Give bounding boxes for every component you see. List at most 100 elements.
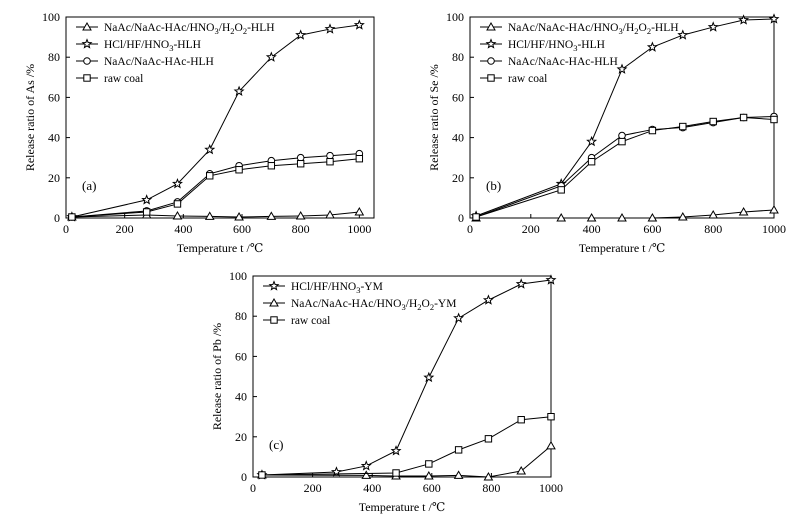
legend-label-part-p2-s1: 2 [417, 302, 421, 312]
legend-label-part-p2-s1: O [422, 298, 430, 310]
marker-square-p1-s3-pt6 [709, 117, 717, 126]
marker-circle-p1-s2-ptlegend [487, 57, 495, 65]
x-tick-label-1-0: 0 [467, 222, 473, 236]
legend-label-part-p2-s1: 2 [430, 302, 434, 312]
x-axis-title-1: Temperature t /℃ [579, 241, 666, 255]
marker-triangle-p1-s0-ptlegend [486, 21, 496, 31]
legend-label-part-p1-s0: -HLH [651, 22, 678, 34]
legend-label-part-p1-s2: NaAc/NaAc-HAc-HLH [508, 56, 618, 68]
y-tick-label-2-5: 100 [229, 269, 247, 283]
x-tick-label-1-5: 1000 [762, 222, 786, 236]
marker-square-p2-s2-ptlegend [270, 316, 278, 324]
legend-label-part-p0-s3: raw coal [104, 73, 143, 85]
marker-star-p1-s1-ptlegend [485, 38, 497, 49]
marker-star-p0-s1-pt2 [171, 178, 183, 189]
legend-label-part-p1-s1: HCl/HF/HNO [508, 39, 573, 51]
legend-label-p1-s0: NaAc/NaAc-HAc/HNO3/H2O2-HLH [508, 22, 679, 36]
y-tick-label-1-0: 0 [458, 211, 464, 225]
marker-square-p0-s3-pt8 [355, 155, 364, 163]
marker-square-p0-s3-pt1 [142, 208, 151, 216]
legend-label-p1-s1: HCl/HF/HNO3-HLH [508, 39, 605, 53]
marker-square-p2-s2-pt1 [392, 469, 400, 477]
y-tick-label-1-5: 100 [446, 10, 464, 24]
y-tick-label-2-0: 0 [241, 470, 247, 484]
legend-label-part-p2-s0: -YM [360, 281, 382, 293]
x-tick-label-0-2: 400 [174, 222, 192, 236]
series-line-p2-s2 [261, 416, 552, 476]
marker-triangle-p1-s0-pt6 [708, 209, 719, 219]
marker-circle-p0-s2-pt7 [326, 151, 334, 160]
marker-triangle-p2-s1-pt1 [361, 470, 372, 479]
marker-square-p0-s3-pt2 [173, 200, 182, 208]
marker-star-p0-s1-pt3 [204, 143, 216, 155]
legend-label-p0-s1: HCl/HF/HNO3-HLH [104, 39, 201, 53]
x-tick-label-0-1: 200 [116, 222, 134, 236]
marker-square-p0-s3-pt3 [206, 172, 214, 180]
legend-label-part-p2-s0: 3 [356, 285, 360, 295]
x-tick-label-0-0: 0 [63, 222, 69, 236]
marker-square-p2-s2-pt2 [425, 460, 433, 468]
marker-triangle-p1-s0-pt5 [677, 211, 688, 221]
legend-label-part-p1-s0: O [639, 22, 647, 34]
y-axis-title-2: Release ratio of Pb /% [210, 323, 224, 430]
marker-star-p1-s1-pt6 [707, 21, 719, 32]
x-tick-label-2-1: 200 [304, 481, 322, 495]
legend-label-part-p1-s1: -HLH [577, 39, 604, 51]
legend-label-part-p0-s0: -HLH [247, 22, 274, 34]
legend-label-part-p0-s0: 2 [230, 26, 234, 36]
y-tick-label-1-3: 60 [452, 90, 464, 104]
legend-label-part-p1-s0: 3 [619, 26, 623, 36]
marker-square-p1-s3-pt7 [739, 113, 748, 122]
marker-triangle-p2-s1-pt7 [546, 440, 556, 450]
series-line-p1-s0 [476, 209, 775, 219]
marker-triangle-p1-s0-pt2 [586, 212, 597, 222]
marker-star-p1-s1-pt2 [586, 135, 598, 147]
marker-star-p0-s1-pt1 [141, 194, 153, 205]
legend-label-part-p0-s0: NaAc/NaAc-HAc/HNO [104, 22, 215, 34]
x-tick-label-2-5: 1000 [539, 481, 563, 495]
x-tick-label-1-1: 200 [522, 222, 540, 236]
marker-triangle-p1-s0-pt1 [556, 212, 567, 222]
legend-label-part-p2-s0: HCl/HF/HNO [291, 281, 356, 293]
marker-square-p2-s2-pt0 [258, 471, 266, 479]
marker-square-p0-s3-pt7 [326, 158, 334, 166]
marker-triangle-p0-s0-pt3 [204, 211, 215, 220]
legend-label-part-p1-s0: 2 [647, 26, 651, 36]
marker-square-p1-s3-pt3 [618, 137, 626, 146]
marker-square-p1-s3-pt8 [770, 115, 778, 124]
legend-label-part-p2-s1: 3 [402, 302, 406, 312]
chart-panel-1: 0 200 400 600 800 1000 0 20 40 60 80 100 Temperature… [427, 10, 786, 255]
marker-star-p0-s1-ptlegend [81, 38, 93, 49]
y-tick-label-0-4: 80 [48, 50, 60, 64]
marker-triangle-p0-s0-pt6 [295, 210, 306, 220]
marker-star-p2-s0-pt7 [515, 278, 527, 289]
marker-triangle-p0-s0-pt7 [325, 209, 335, 219]
x-tick-label-2-3: 600 [423, 481, 441, 495]
marker-triangle-p2-s1-pt4 [453, 470, 464, 479]
legend-label-p1-s3: raw coal [508, 73, 547, 85]
marker-square-p2-s2-pt6 [547, 413, 555, 421]
marker-star-p0-s1-pt7 [324, 23, 336, 34]
marker-star-p0-s1-pt5 [265, 51, 277, 62]
legend-label-part-p0-s1: -HLH [173, 39, 200, 51]
marker-square-p0-s3-ptlegend [83, 74, 91, 82]
plot-frame-0 [65, 16, 375, 219]
panel-label-2: (c) [269, 437, 283, 452]
x-tick-label-0-3: 600 [233, 222, 251, 236]
marker-star-p2-s0-pt5 [453, 312, 465, 323]
marker-star-p2-s0-ptlegend [268, 280, 280, 291]
x-tick-label-2-4: 800 [482, 481, 500, 495]
marker-triangle-p2-s1-pt5 [483, 471, 494, 481]
legend-label-part-p0-s1: HCl/HF/HNO [104, 39, 169, 51]
x-tick-label-2-2: 400 [363, 481, 381, 495]
marker-star-p2-s0-pt6 [482, 294, 494, 305]
marker-triangle-p1-s0-pt4 [647, 212, 658, 222]
y-tick-label-0-0: 0 [54, 211, 60, 225]
marker-star-p1-s1-pt5 [677, 29, 689, 40]
marker-triangle-p2-s1-pt3 [423, 470, 434, 480]
marker-triangle-p1-s0-pt3 [617, 212, 627, 222]
marker-circle-p0-s2-pt6 [296, 153, 305, 162]
legend-label-part-p2-s1: /H [406, 298, 418, 310]
series-line-p2-s1 [261, 445, 552, 478]
